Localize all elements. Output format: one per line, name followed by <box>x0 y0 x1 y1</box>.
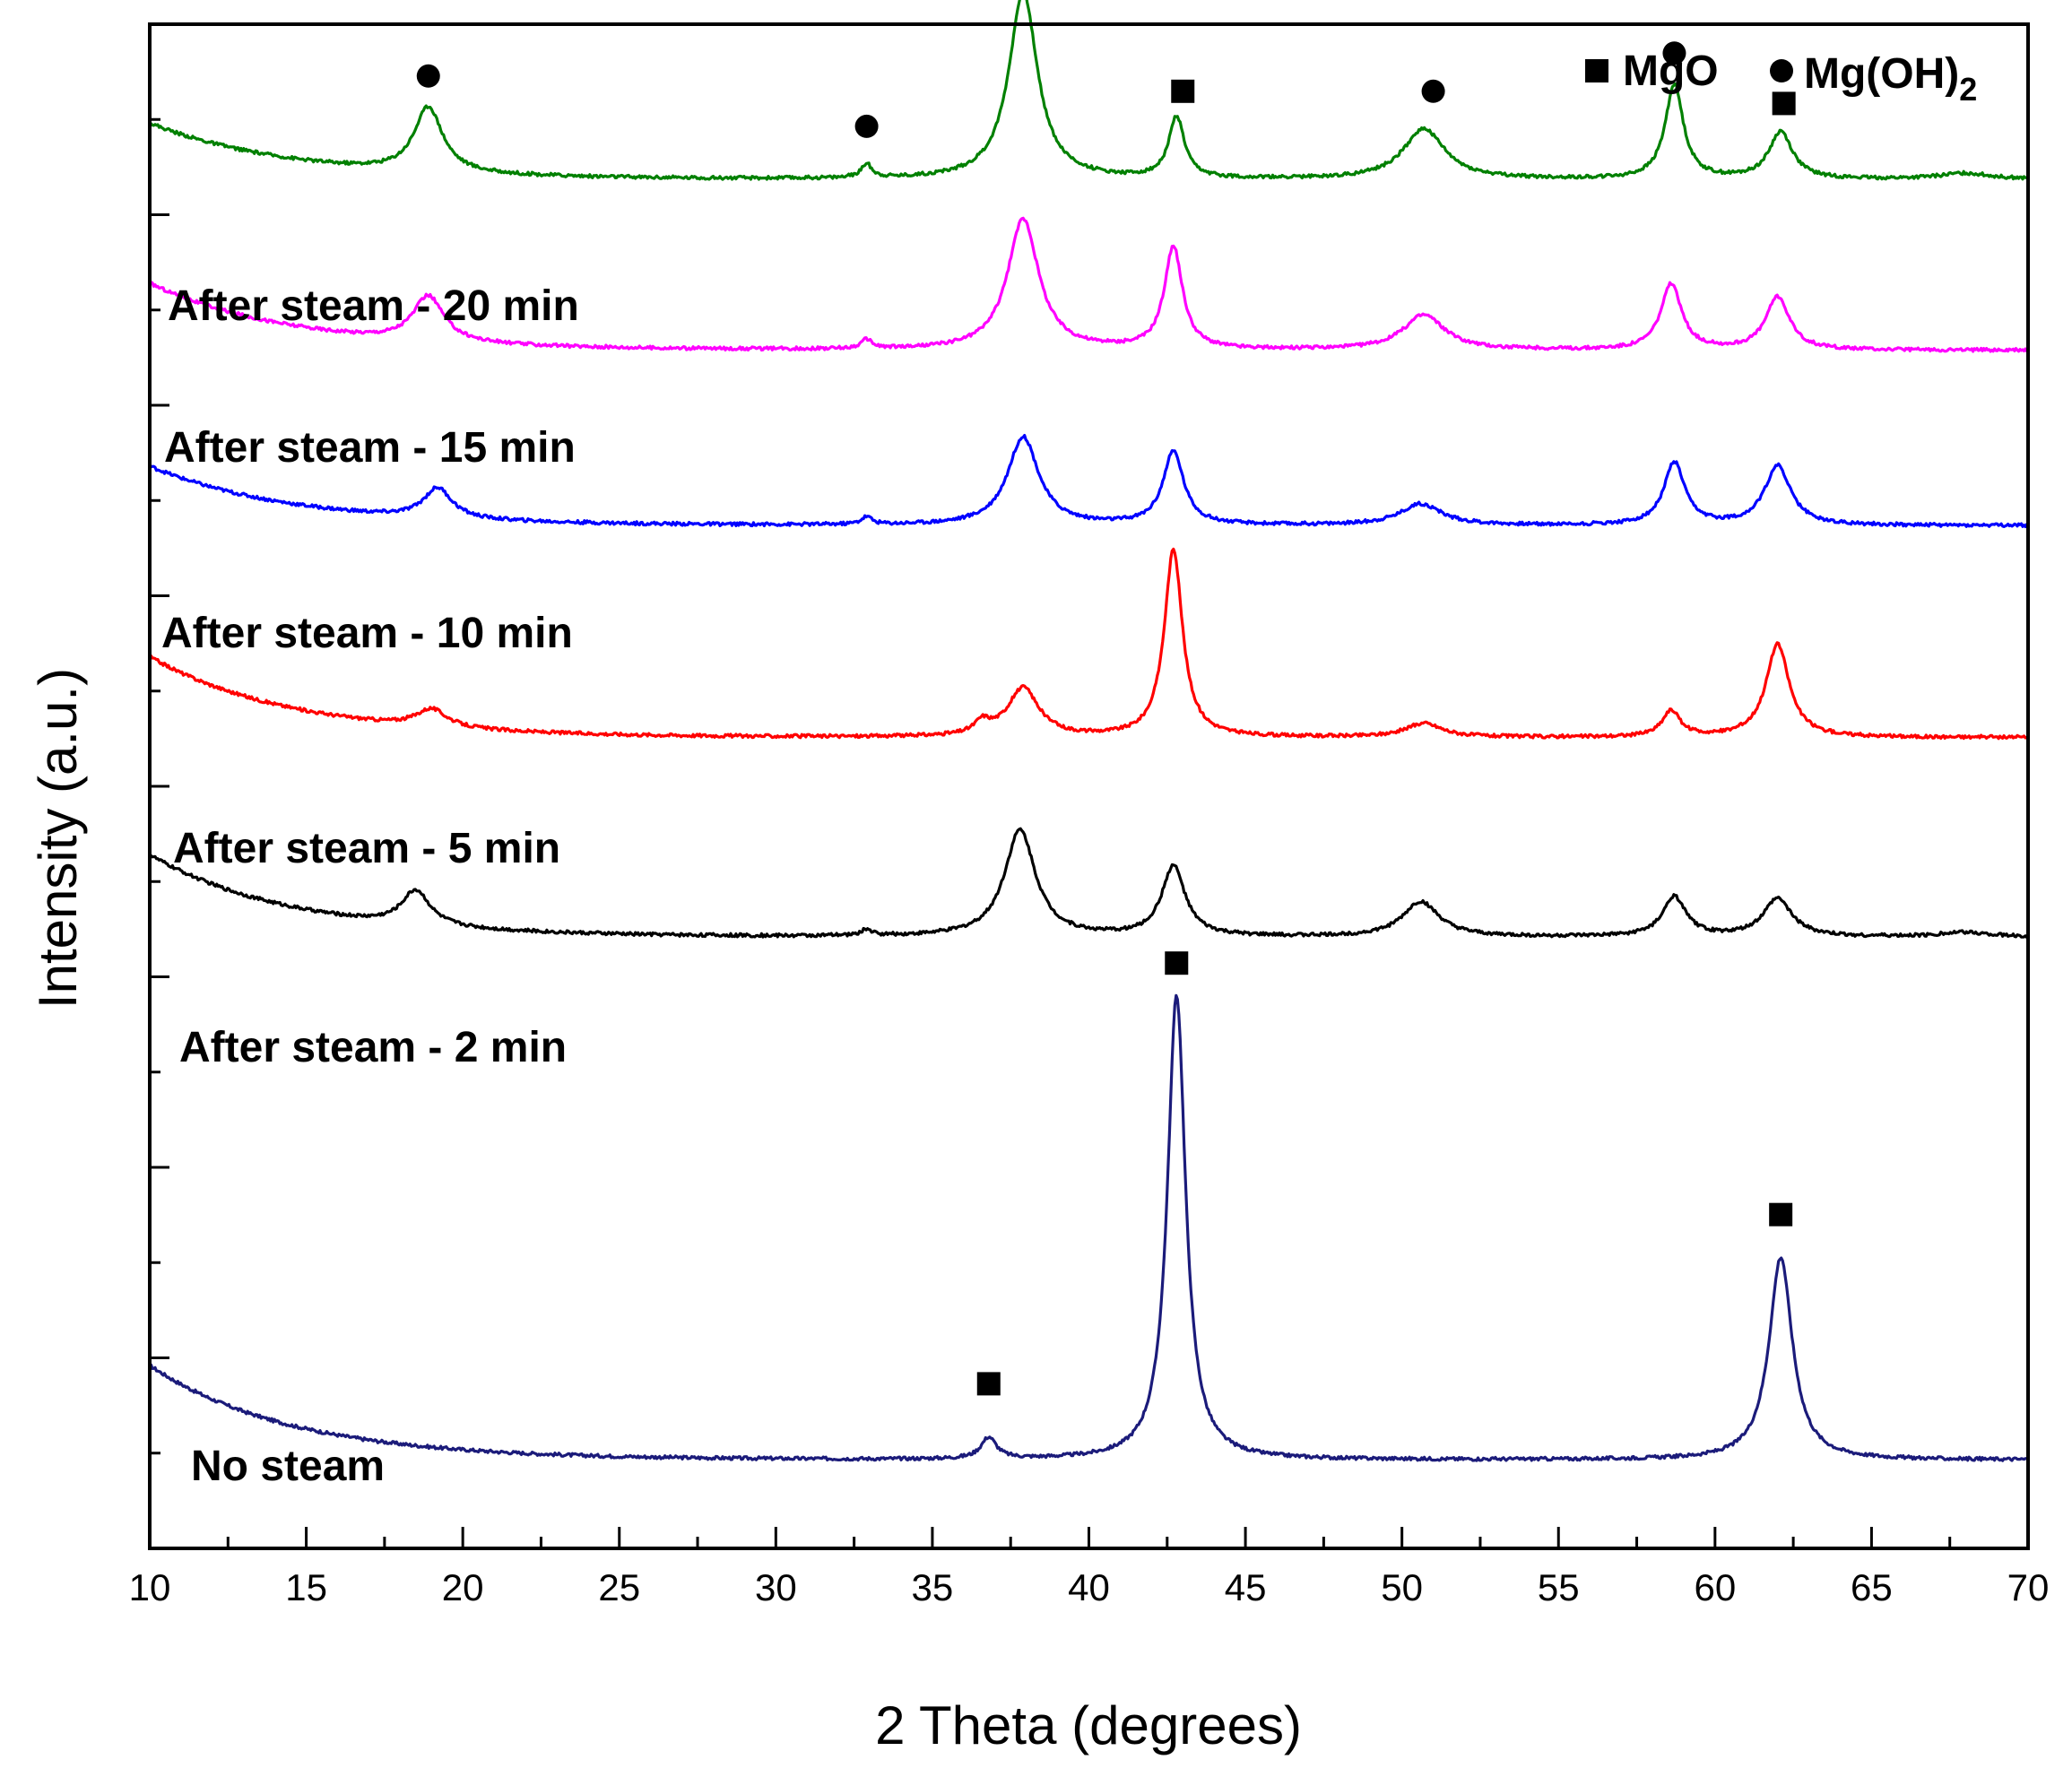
peak-marker-mgo-square-icon <box>1772 91 1796 116</box>
series-label-layer: No steam After steam - 2 min After steam -… <box>161 282 579 1490</box>
series-line-after-steam-2-min <box>149 827 2029 940</box>
peak-marker-mgoh2-circle-icon <box>854 114 879 138</box>
series-line-after-steam-5-min <box>148 547 2029 741</box>
x-tick-label: 55 <box>1538 1566 1580 1608</box>
series-label-no-steam: No steam <box>191 1443 385 1490</box>
peak-marker-mgo-square-icon <box>1171 79 1195 103</box>
x-tick-label: 40 <box>1068 1566 1110 1608</box>
peak-marker-layer <box>416 41 1796 1396</box>
peak-marker-mgo-square-icon <box>976 1372 1001 1396</box>
series-line-after-steam-10-min <box>149 434 2029 529</box>
series-label-after-steam-20-min: After steam - 20 min <box>168 282 579 330</box>
peak-marker-mgo-square-icon <box>1165 951 1189 975</box>
y-axis-title: Intensity (a.u.) <box>28 668 88 1009</box>
legend: MgO Mg(OH)2 <box>1585 48 1977 108</box>
x-tick-label: 50 <box>1381 1566 1423 1608</box>
legend-mgo-square-icon <box>1585 59 1608 82</box>
x-tick-label: 35 <box>912 1566 954 1608</box>
x-tick-label: 30 <box>755 1566 797 1608</box>
peak-marker-mgoh2-circle-icon <box>1662 41 1686 65</box>
x-axis-title: 2 Theta (degrees) <box>875 1695 1302 1755</box>
legend-mgoh2-subscript: 2 <box>1959 71 1977 108</box>
legend-mgoh2-formula: Mg(OH) <box>1804 50 1959 98</box>
x-tick-label: 70 <box>2007 1566 2050 1608</box>
legend-mgoh2-label: Mg(OH)2 <box>1804 50 1977 108</box>
x-tick-label: 60 <box>1694 1566 1736 1608</box>
legend-mgo-label: MgO <box>1623 48 1719 95</box>
y-axis <box>150 22 169 1550</box>
peak-marker-mgoh2-circle-icon <box>1421 79 1445 103</box>
x-tick-label: 25 <box>598 1566 640 1608</box>
x-axis: 10 15 20 25 30 35 40 45 50 55 60 65 70 <box>129 1527 2050 1608</box>
series-label-after-steam-15-min: After steam - 15 min <box>164 424 576 472</box>
x-tick-label: 20 <box>442 1566 484 1608</box>
peak-marker-mgoh2-circle-icon <box>416 64 440 88</box>
series-label-after-steam-10-min: After steam - 10 min <box>161 610 573 657</box>
peak-marker-mgo-square-icon <box>1769 1202 1793 1227</box>
x-tick-label: 45 <box>1225 1566 1267 1608</box>
series-line-after-steam-15-min <box>149 216 2030 353</box>
x-tick-label: 15 <box>285 1566 327 1608</box>
series-line-no-steam <box>149 993 2030 1462</box>
series-label-after-steam-2-min: After steam - 2 min <box>179 1024 567 1071</box>
series-layer <box>148 0 2030 1462</box>
x-tick-label: 65 <box>1851 1566 1893 1608</box>
series-label-after-steam-5-min: After steam - 5 min <box>173 825 560 872</box>
legend-mgoh2-circle-icon <box>1770 59 1793 82</box>
x-tick-label: 10 <box>129 1566 171 1608</box>
series-line-after-steam-20-min <box>149 0 2030 181</box>
